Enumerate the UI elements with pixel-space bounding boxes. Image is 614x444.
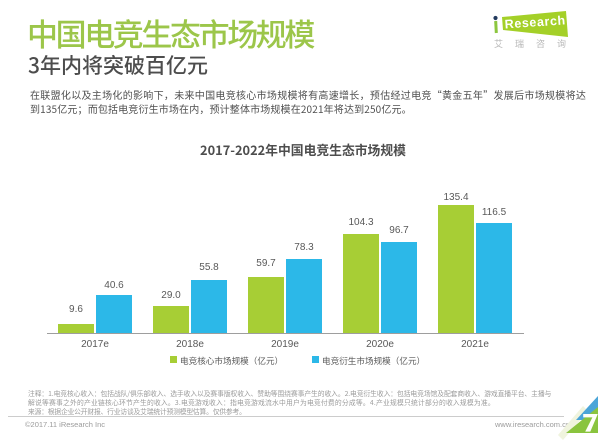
svg-text:艾瑞咨询: 艾瑞咨询	[494, 37, 578, 50]
svg-text:Research: Research	[504, 13, 566, 31]
